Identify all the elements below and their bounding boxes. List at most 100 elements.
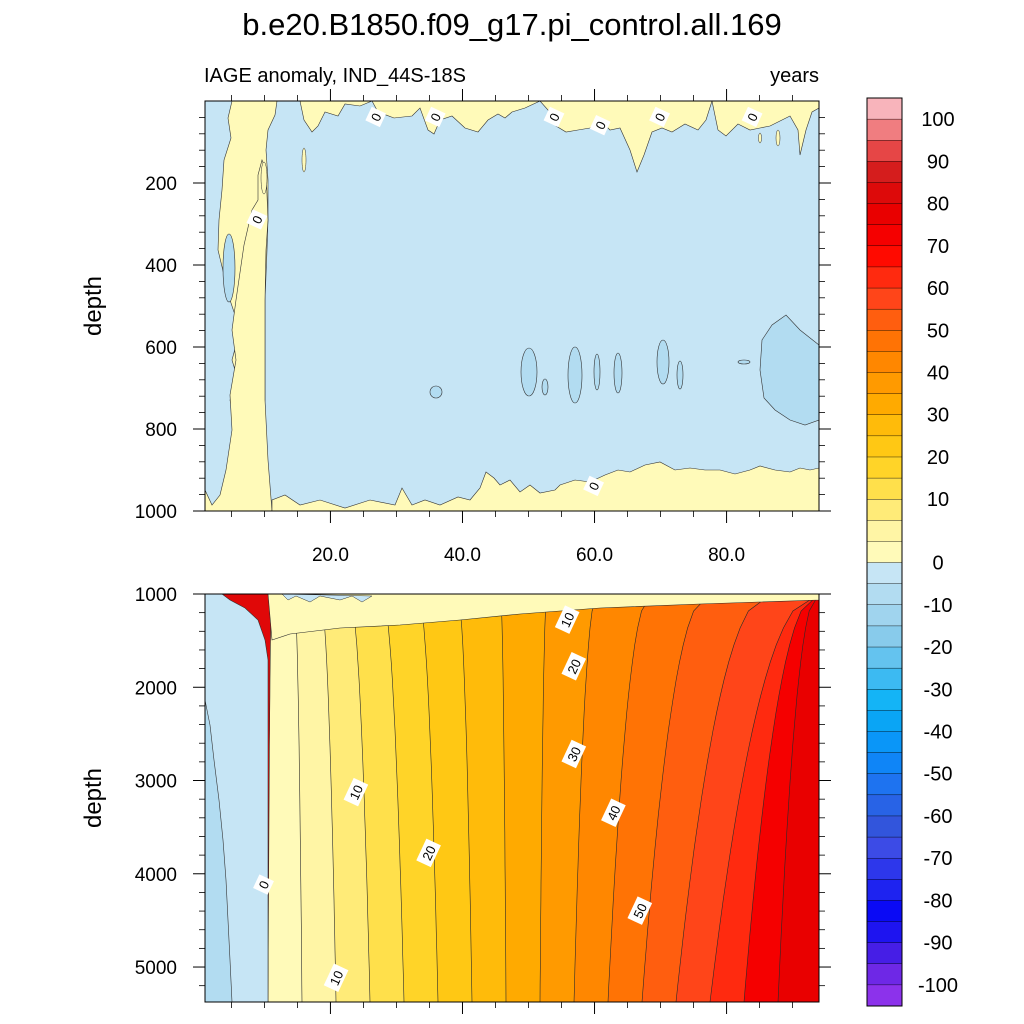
colorbar-tick-label: 30 [927,405,949,427]
colorbar-box [866,604,903,627]
colorbar-box [866,140,903,162]
contour-label: 0 [583,475,605,497]
contour-label: 0 [589,114,611,136]
colorbar-tick-label: -40 [924,722,953,744]
contour-label-bg [323,963,349,993]
lower-axis-labels: 1000 2000 3000 4000 5000 [135,585,177,979]
upper-speck-4 [758,132,762,144]
colorbar-box [866,900,903,923]
lower-y-tick-label: 3000 [135,772,177,793]
upper-y-tick-label: 200 [145,174,177,195]
colorbar-tick-label: -20 [924,637,953,659]
colorbar-box [866,118,903,141]
contour-label-bg [561,739,587,769]
contour-label-bg [561,652,587,681]
upper-y-axis-label: depth [80,276,107,336]
upper-left-positive-region-2 [205,101,273,511]
colorbar-box [866,646,903,669]
colorbar-box [866,477,903,500]
contour-label: 0 [246,209,268,230]
contour-label: 30 [561,739,587,769]
colorbar-box [866,351,903,374]
colorbar-tick-label: 80 [927,194,949,216]
contour-label-text: 20 [564,657,584,676]
contour-label-bg [589,114,611,136]
colorbar-tick-label: 50 [927,320,949,342]
upper-top-positive-4 [711,101,819,156]
colorbar-box [866,562,903,585]
colorbar-tick-label: 100 [921,109,954,131]
contour-label-text: 40 [604,803,624,822]
colorbar-box [866,731,903,754]
colorbar-box [866,266,903,289]
colorbar-box [866,836,903,859]
lower-panel-field [205,594,819,1002]
upper-negative-8 [737,359,751,365]
contour-label: 20 [416,838,441,868]
colorbar-box [866,182,903,205]
lower-left-negative-inner [205,699,233,1002]
contour-label: 0 [424,106,446,128]
upper-top-positive-2 [371,101,541,135]
colorbar-box [866,689,903,711]
contour-label-bg [554,605,580,634]
colorbar-box [866,245,903,268]
upper-axis-ticks [193,89,831,523]
chart-subtitle-right: years [770,65,819,87]
colorbar-frame [866,97,903,1007]
upper-speck-1 [301,147,307,173]
lower-y-axis-label: depth [80,768,107,828]
contour-label: 0 [741,106,763,128]
colorbar-box [866,224,903,247]
upper-negative-left [222,233,236,303]
upper-top-positive-1 [299,101,373,133]
colorbar-tick-label: 20 [927,447,949,469]
upper-negative-6 [656,339,670,385]
upper-y-tick-label: 400 [145,256,177,277]
lower-y-tick-label: 5000 [135,958,177,979]
upper-x-tick-label: 80.0 [708,545,745,566]
upper-y-tick-label: 1000 [135,502,177,523]
colorbar-box [866,97,903,120]
colorbar-box [866,414,903,437]
upper-y-tick-label: 600 [145,338,177,359]
colorbar-box [866,963,903,986]
upper-speck-2 [260,161,268,195]
colorbar-box [866,541,903,564]
contour-label-text: 30 [564,744,584,763]
colorbar-box [866,773,903,796]
contour-label-text: 10 [346,783,366,802]
contour-label-bg [543,106,565,128]
contour-label-bg [365,106,387,128]
contour-label-bg [627,896,653,925]
colorbar-box [866,942,903,965]
lower-panel: 1000 2000 3000 4000 5000 10 20 30 40 50 10 20 0 10 d… [80,585,831,1014]
lower-band-15 [777,594,819,1002]
colorbar-tick-label: 90 [927,151,949,173]
colorbar-box [866,203,903,226]
contour-label: 10 [554,605,580,634]
upper-negative-3 [567,346,583,404]
contour-label: 0 [365,106,387,128]
lower-y-tick-label: 1000 [135,585,177,606]
colorbar-box [866,393,903,416]
contour-label-bg [246,209,268,230]
contour-label: 0 [649,106,671,128]
upper-field-base [205,101,819,511]
upper-panel-frame [204,100,820,512]
upper-negative-right [759,314,819,426]
contour-label-bg [253,874,274,895]
colorbar-box [866,308,903,331]
colorbar-box [866,667,903,690]
colorbar-tick-label: -100 [918,975,958,997]
contour-label-bg [601,798,626,828]
colorbar-box [866,330,903,352]
lower-y-tick-label: 4000 [135,865,177,886]
colorbar-tick-label: 0 [932,553,943,575]
upper-axis-labels: 200 400 600 800 1000 20.0 40.0 60.0 80.0 [135,174,745,566]
lower-contour-bands [267,594,819,1002]
chart-subtitle-left: IAGE anomaly, IND_44S-18S [204,65,466,87]
upper-negative-4 [593,353,601,391]
